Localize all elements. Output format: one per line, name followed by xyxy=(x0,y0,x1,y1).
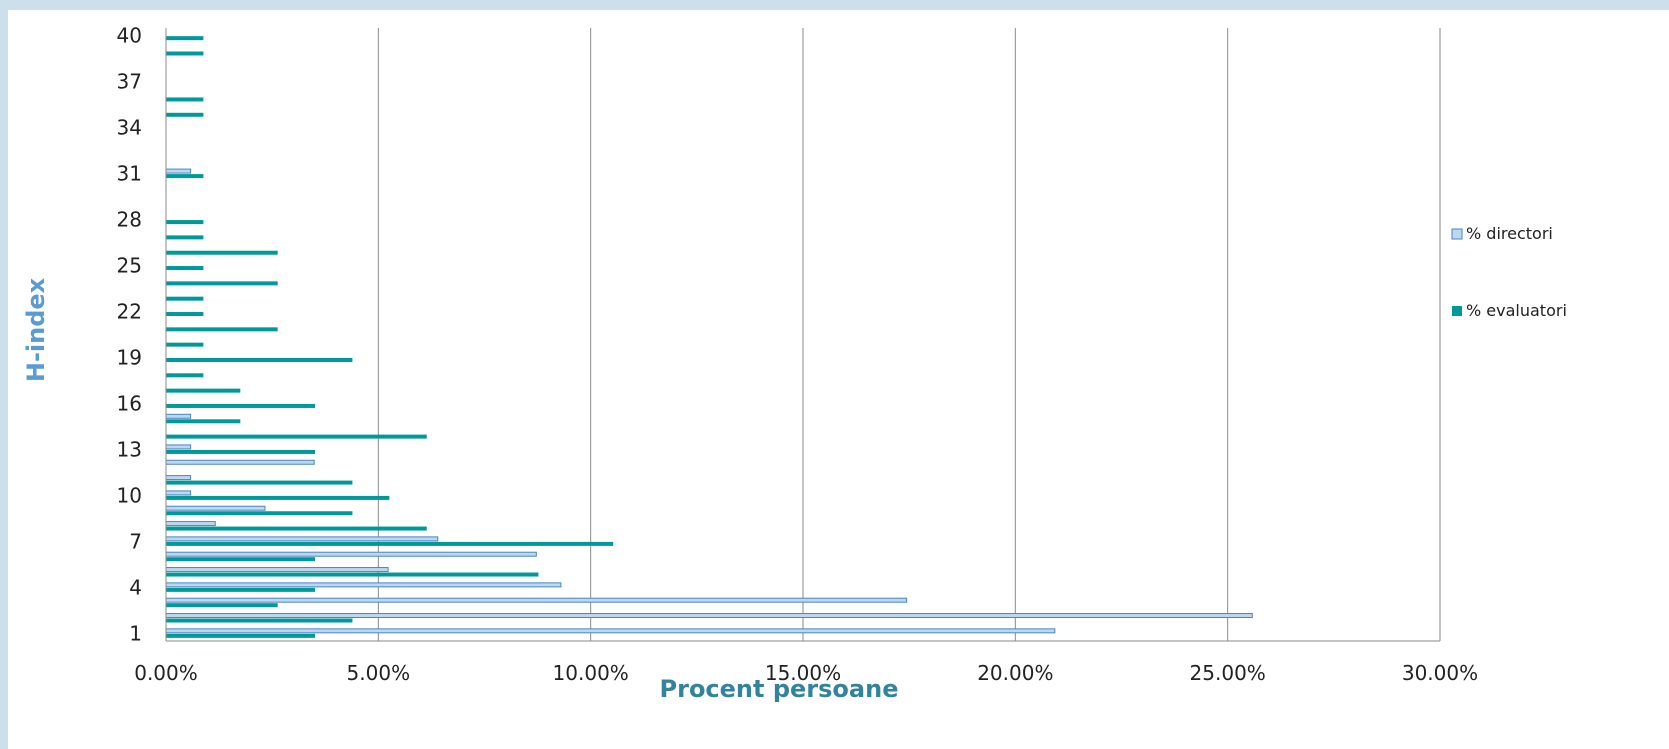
bar-evaluatori xyxy=(166,572,539,577)
bar-evaluatori xyxy=(166,419,241,424)
bar-chart: 0.00% 5.00% 10.00% 15.00% 20.00% 25.00% 30.00%… xyxy=(22,24,1567,703)
y-tick-label: 28 xyxy=(117,208,142,232)
bar-directori xyxy=(165,567,389,573)
bar-evaluatori xyxy=(166,312,204,317)
bar-directori xyxy=(165,459,315,465)
bar-evaluatori xyxy=(166,511,353,516)
bar-evaluatori xyxy=(166,449,316,454)
x-axis-ticks: 0.00% 5.00% 10.00% 15.00% 20.00% 25.00% 30.00% xyxy=(134,661,1478,685)
y-tick-label: 31 xyxy=(117,162,142,186)
bar-directori xyxy=(165,444,192,450)
y-tick-label: 19 xyxy=(117,345,142,369)
y-tick-label: 10 xyxy=(117,483,142,507)
bar-directori xyxy=(165,582,562,588)
bar-directori xyxy=(165,413,192,419)
x-tick-label: 20.00% xyxy=(977,661,1053,685)
legend-swatch xyxy=(1452,306,1462,316)
legend-swatch xyxy=(1451,228,1463,240)
bar-directori xyxy=(165,628,1056,634)
y-tick-label: 22 xyxy=(117,300,142,324)
bar-evaluatori xyxy=(166,266,204,271)
y-axis-title: H-index xyxy=(22,277,50,382)
bar-directori xyxy=(165,505,266,511)
bar-evaluatori xyxy=(166,388,241,393)
y-tick-label: 37 xyxy=(117,70,142,94)
bar-evaluatori xyxy=(166,557,316,562)
bar-directori xyxy=(165,613,1253,619)
bar-evaluatori xyxy=(166,541,614,546)
bar-evaluatori xyxy=(166,281,278,286)
bar-evaluatori xyxy=(166,235,204,240)
legend-label: % evaluatori xyxy=(1466,301,1567,320)
bar-directori xyxy=(165,551,537,557)
legend: % directori % evaluatori xyxy=(1451,224,1567,320)
x-tick-label: 0.00% xyxy=(134,661,198,685)
bar-directori xyxy=(165,597,908,603)
legend-label: % directori xyxy=(1466,224,1553,243)
y-tick-label: 25 xyxy=(117,254,142,278)
bar-evaluatori xyxy=(166,587,316,592)
bar-evaluatori xyxy=(166,250,278,255)
y-tick-label: 7 xyxy=(129,529,142,553)
bars xyxy=(165,36,1253,638)
x-tick-label: 5.00% xyxy=(347,661,411,685)
x-tick-label: 15.00% xyxy=(765,661,841,685)
bar-evaluatori xyxy=(166,36,204,41)
bar-evaluatori xyxy=(166,51,204,56)
y-tick-label: 34 xyxy=(117,116,142,140)
bar-evaluatori xyxy=(166,97,204,102)
bar-evaluatori xyxy=(166,112,204,117)
bar-evaluatori xyxy=(166,174,204,179)
bar-evaluatori xyxy=(166,526,427,531)
bar-directori xyxy=(165,475,192,481)
bar-directori xyxy=(165,490,192,496)
x-tick-label: 25.00% xyxy=(1190,661,1266,685)
bar-directori xyxy=(165,168,192,174)
y-axis-ticks: 1 4 7 10 13 16 19 22 25 28 31 34 37 40 xyxy=(117,24,142,646)
y-tick-label: 40 xyxy=(117,24,142,48)
gridlines xyxy=(166,28,1441,642)
y-tick-label: 16 xyxy=(117,391,142,415)
bar-evaluatori xyxy=(166,296,204,301)
y-tick-label: 1 xyxy=(129,621,142,645)
bar-evaluatori xyxy=(166,495,390,500)
y-tick-label: 4 xyxy=(129,575,142,599)
x-tick-label: 10.00% xyxy=(553,661,629,685)
bar-evaluatori xyxy=(166,480,353,485)
bar-evaluatori xyxy=(166,357,353,362)
bar-evaluatori xyxy=(166,403,316,408)
chart-frame: 0.00% 5.00% 10.00% 15.00% 20.00% 25.00% 30.00%… xyxy=(8,10,1669,749)
bar-evaluatori xyxy=(166,342,204,347)
bar-evaluatori xyxy=(166,220,204,225)
bar-evaluatori xyxy=(166,373,204,378)
x-tick-label: 30.00% xyxy=(1402,661,1478,685)
bar-directori xyxy=(165,521,216,527)
bar-evaluatori xyxy=(166,633,316,638)
bar-evaluatori xyxy=(166,603,278,608)
y-tick-label: 13 xyxy=(117,437,142,461)
bar-evaluatori xyxy=(166,618,353,623)
bar-evaluatori xyxy=(166,327,278,332)
bar-evaluatori xyxy=(166,434,427,439)
x-axis-title: Procent persoane xyxy=(660,675,899,703)
bar-directori xyxy=(165,536,439,542)
